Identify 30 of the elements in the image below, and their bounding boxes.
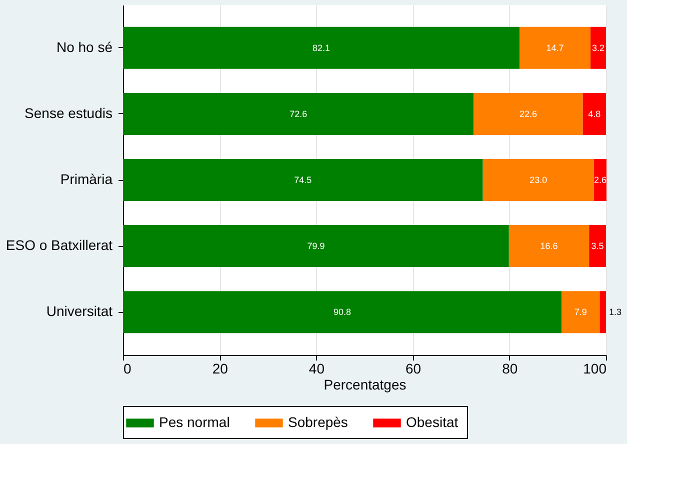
- data-label: 79.9: [307, 241, 325, 252]
- data-label: 23.0: [530, 175, 548, 185]
- data-label: 14.7: [546, 42, 564, 53]
- data-label: 3.5: [591, 241, 604, 252]
- data-label: 16.6: [540, 241, 558, 252]
- x-axis-title: Percentatges: [324, 376, 406, 392]
- y-tick-label: Universitat: [46, 303, 113, 320]
- y-tick-label: Sense estudis: [24, 104, 112, 121]
- x-tick-label: 80: [502, 360, 518, 376]
- x-tick-label: 60: [406, 360, 422, 376]
- x-tick-label: 20: [212, 360, 228, 376]
- data-label: 2.6: [594, 175, 606, 185]
- data-label: 7.9: [574, 307, 587, 318]
- y-tick-label: Primària: [60, 171, 113, 187]
- data-label: 4.8: [588, 108, 601, 119]
- x-tick-label: 0: [124, 360, 132, 376]
- data-label: 72.6: [290, 108, 308, 119]
- data-label: 22.6: [519, 108, 538, 119]
- x-tick-label: 40: [308, 360, 325, 376]
- legend-label: Pes normal: [159, 414, 230, 430]
- data-label: 3.2: [592, 42, 605, 53]
- x-tick-label: 100: [583, 360, 607, 376]
- data-label: 82.1: [312, 42, 330, 53]
- y-tick-label: No ho sé: [56, 38, 113, 55]
- legend-label: Obesitat: [406, 414, 458, 430]
- data-label: 74.5: [294, 175, 312, 185]
- legend-label: Sobrepès: [288, 414, 348, 430]
- data-label: 1.3: [609, 307, 622, 318]
- y-tick-label: ESO o Batxillerat: [6, 237, 113, 254]
- data-label: 90.8: [334, 307, 352, 318]
